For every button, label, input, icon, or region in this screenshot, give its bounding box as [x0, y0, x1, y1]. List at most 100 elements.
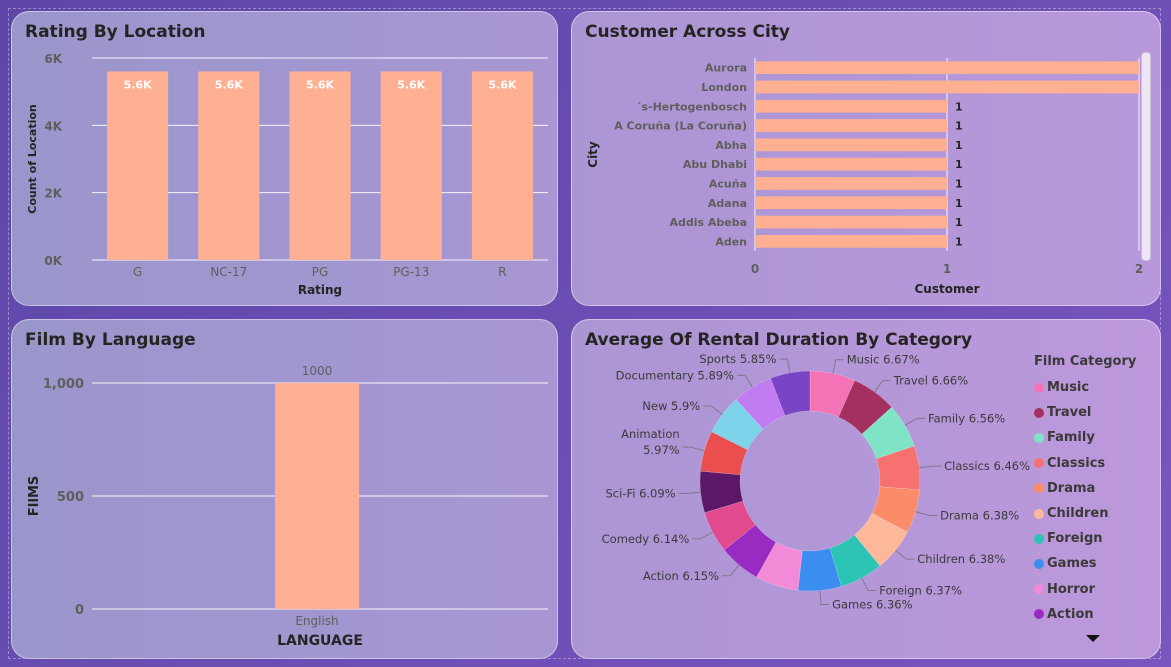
city-data-label: 1	[955, 216, 963, 229]
legend-item[interactable]: Music	[1034, 375, 1154, 400]
customer-across-city-card[interactable]: Customer Across City 0 1 2 Aurora London ´s-H…	[571, 11, 1161, 306]
donut-slice	[854, 513, 908, 567]
legend-swatch	[1034, 407, 1044, 418]
legend-label: Family	[1047, 430, 1095, 446]
film-by-language-card[interactable]: Film By Language 0 500 1,000 1000 English LAN…	[11, 319, 558, 659]
donut-slice	[770, 370, 811, 416]
donut-data-label: Drama 6.38%	[940, 508, 1019, 522]
city-data-label: 1	[955, 120, 963, 133]
donut-leader-line	[919, 465, 942, 469]
city-y-tick-label: Aurora	[705, 62, 747, 75]
donut-data-label: Children 6.38%	[917, 552, 1005, 566]
legend-label: Drama	[1047, 480, 1096, 496]
rating-x-tick-label: PG-13	[393, 265, 429, 279]
legend-item[interactable]: Foreign	[1034, 526, 1154, 551]
language-y-tick-label: 500	[57, 490, 84, 505]
donut-slice	[829, 534, 881, 587]
donut-leader-line	[703, 405, 723, 415]
legend-label: Action	[1047, 606, 1094, 622]
legend-item[interactable]: Children	[1034, 501, 1154, 526]
language-chart-title: Film By Language	[25, 330, 196, 350]
donut-data-label: Foreign 6.37%	[879, 583, 962, 597]
city-x-tick-label: 1	[943, 262, 951, 276]
legend-item[interactable]: Drama	[1034, 476, 1154, 501]
legend-swatch	[1034, 508, 1044, 519]
legend-label: Foreign	[1047, 531, 1103, 547]
legend-swatch	[1034, 483, 1044, 494]
legend-swatch	[1034, 432, 1044, 443]
legend-item[interactable]: Horror	[1034, 577, 1154, 602]
rating-bar	[380, 71, 442, 260]
rating-data-label: 5.6K	[124, 78, 152, 91]
legend-label: Travel	[1047, 405, 1092, 421]
rating-bar	[198, 71, 260, 260]
legend-item[interactable]: Classics	[1034, 451, 1154, 476]
legend-swatch	[1034, 584, 1044, 595]
donut-leader-line	[722, 564, 740, 577]
legend-swatch	[1034, 558, 1044, 569]
rating-x-tick-label: G	[133, 265, 142, 279]
legend-label: Horror	[1047, 581, 1095, 597]
donut-leader-line	[915, 511, 938, 516]
donut-data-label: New 5.9%	[642, 399, 700, 413]
city-y-tick-label: London	[701, 81, 747, 94]
city-y-tick-label: Aden	[715, 235, 747, 248]
language-x-tick-label: English	[295, 614, 338, 628]
city-chart-scrollbar[interactable]	[1141, 52, 1151, 261]
city-chart-title: Customer Across City	[585, 22, 791, 42]
city-y-tick-label: Abha	[715, 139, 747, 152]
legend-title: Film Category	[1034, 354, 1137, 369]
rating-x-axis-label: Rating	[298, 283, 342, 297]
legend-item[interactable]: Travel	[1034, 400, 1154, 425]
legend-item[interactable]: Family	[1034, 425, 1154, 450]
rating-x-tick-label: NC-17	[210, 265, 247, 279]
city-y-tick-label: Abu Dhabi	[683, 158, 747, 171]
city-bar	[755, 196, 947, 210]
legend-scroll-down-icon[interactable]	[1086, 635, 1100, 642]
city-bar	[755, 177, 947, 190]
city-bar	[755, 99, 947, 113]
city-bar	[755, 80, 1139, 94]
donut-slice	[704, 500, 756, 551]
city-bar	[755, 138, 947, 152]
donut-slice	[809, 370, 856, 418]
rating-chart-title: Rating By Location	[25, 22, 206, 42]
language-y-tick-label: 1,000	[43, 377, 84, 392]
city-bar	[755, 234, 947, 248]
legend-item[interactable]: Action	[1034, 602, 1154, 627]
city-bar	[755, 215, 947, 229]
city-data-label: 1	[955, 235, 963, 248]
city-bar-chart: 0 1 2 Aurora London ´s-Hertogenbosch 1 A Coruña…	[586, 58, 1143, 296]
donut-leader-line	[819, 590, 830, 606]
city-x-tick-label: 0	[751, 262, 759, 276]
donut-leader-line	[895, 549, 915, 560]
rating-by-location-card[interactable]: Rating By Location 0K 2K 4K 6K 5.6K G 5.6K NC-1…	[11, 11, 558, 306]
rental-duration-card[interactable]: Average Of Rental Duration By Category M…	[571, 319, 1161, 659]
city-data-label: 1	[955, 158, 963, 171]
rating-bar	[289, 71, 351, 260]
donut-data-label: Classics 6.46%	[944, 459, 1030, 473]
donut-data-label: Comedy 6.14%	[602, 532, 690, 546]
donut-data-label: Family 6.56%	[928, 411, 1005, 425]
legend-item[interactable]: Games	[1034, 551, 1154, 576]
donut-data-label: Games 6.36%	[832, 598, 912, 612]
city-bar	[755, 119, 947, 132]
rating-x-tick-label: PG	[312, 265, 329, 279]
city-x-axis-label: Customer	[914, 282, 979, 296]
rating-bar-chart: 0K 2K 4K 6K 5.6K G 5.6K NC-17 5.6K PG 5.6K PG-13 5.6…	[26, 52, 548, 297]
city-y-tick-label: A Coruña (La Coruña)	[614, 120, 747, 133]
rating-data-label: 5.6K	[397, 78, 425, 91]
rating-y-axis-label: Count of Location	[26, 104, 39, 213]
rating-data-label: 5.6K	[215, 78, 243, 91]
city-y-tick-label: Adana	[708, 197, 747, 210]
city-y-axis-label: City	[586, 141, 600, 168]
donut-leader-line	[682, 446, 705, 452]
donut-leader-line	[678, 491, 701, 494]
language-bar	[275, 383, 359, 609]
donut-leader-line	[904, 417, 926, 426]
donut-data-label: 5.97%	[643, 443, 680, 457]
city-y-tick-label: Acuña	[709, 177, 747, 190]
city-data-label: 1	[955, 100, 963, 113]
rating-y-tick-label: 4K	[44, 119, 62, 133]
language-y-tick-label: 0	[75, 603, 84, 618]
